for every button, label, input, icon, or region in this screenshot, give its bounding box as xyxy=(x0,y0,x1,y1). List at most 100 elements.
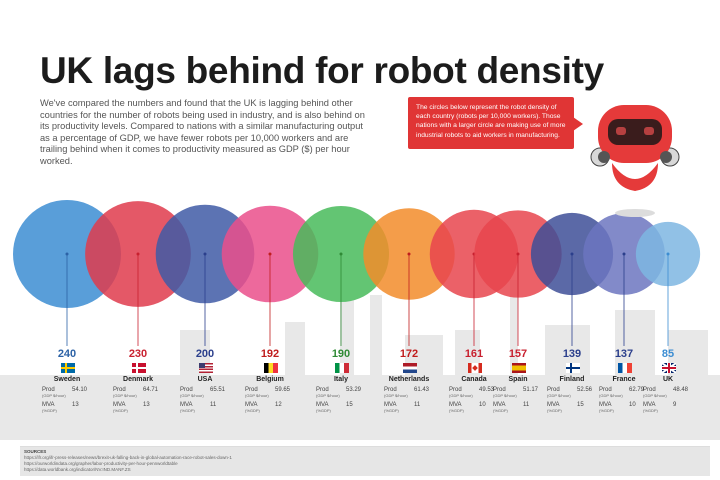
mva-sublabel: (%GDP) xyxy=(493,408,508,413)
mva-stat: MVA (%GDP) 9 xyxy=(643,402,693,415)
robot-density-value: 139 xyxy=(562,348,582,360)
prod-stat: Prod (GDP $/hour) 52.56 xyxy=(547,387,597,400)
canada-flag-icon xyxy=(468,363,482,373)
chimney xyxy=(285,322,305,382)
mva-value: 13 xyxy=(143,402,150,408)
chimney xyxy=(510,280,518,380)
prod-label: Prod xyxy=(316,387,329,393)
robot-density-value: 192 xyxy=(260,348,280,360)
bubble-layer xyxy=(13,200,701,346)
mva-sublabel: (%GDP) xyxy=(384,408,399,413)
mva-value: 12 xyxy=(275,402,282,408)
mva-label: MVA xyxy=(42,402,55,408)
prod-sublabel: (GDP $/hour) xyxy=(180,393,204,398)
prod-value: 48.48 xyxy=(673,387,689,393)
prod-label: Prod xyxy=(245,387,258,393)
chimney xyxy=(340,300,354,380)
prod-sublabel: (GDP $/hour) xyxy=(42,393,66,398)
prod-value: 62.79 xyxy=(629,387,645,393)
spain-flag-icon xyxy=(512,363,526,373)
prod-value: 53.29 xyxy=(346,387,362,393)
country-name: France xyxy=(612,376,636,383)
prod-label: Prod xyxy=(449,387,462,393)
prod-stat: Prod (GDP $/hour) 61.43 xyxy=(384,387,434,400)
denmark-flag-icon xyxy=(132,363,146,373)
country-column: 137 France Prod (GDP $/hour) 62.79 MVA (%GDP) 1… xyxy=(599,348,679,415)
robot-density-value: 85 xyxy=(661,348,675,360)
country-name: Denmark xyxy=(123,376,153,383)
mva-sublabel: (%GDP) xyxy=(42,408,57,413)
robot-density-value: 190 xyxy=(331,348,351,360)
robot-density-value: 172 xyxy=(399,348,419,360)
country-name: Sweden xyxy=(53,376,81,383)
mva-stat: MVA (%GDP) 15 xyxy=(547,402,597,415)
country-name: Italy xyxy=(333,376,348,383)
source-link[interactable]: https://data.worldbank.org/indicator/NV.… xyxy=(24,467,131,472)
bubble-center-dot xyxy=(268,252,272,256)
prod-label: Prod xyxy=(42,387,55,393)
prod-stat: Prod (GDP $/hour) 59.65 xyxy=(245,387,295,400)
country-labels: 240 Sweden Prod (GDP $/hour) 54.10 MVA (%GDP) 1… xyxy=(0,348,720,438)
mva-label: MVA xyxy=(180,402,193,408)
prod-stat: Prod (GDP $/hour) 48.48 xyxy=(643,387,693,400)
bubble-center-dot xyxy=(339,252,343,256)
france-flag-icon xyxy=(618,363,632,373)
country-name: Belgium xyxy=(256,376,284,383)
sources-footer: SOURCES https://ifr.org/ifr-press-releas… xyxy=(20,446,710,476)
country-column: 139 Finland Prod (GDP $/hour) 52.56 MVA (%GDP)… xyxy=(547,348,627,415)
prod-label: Prod xyxy=(643,387,656,393)
prod-label: Prod xyxy=(599,387,612,393)
prod-label: Prod xyxy=(180,387,193,393)
bubble-center-dot xyxy=(516,252,520,256)
prod-stat: Prod (GDP $/hour) 53.29 xyxy=(316,387,366,400)
prod-stat: Prod (GDP $/hour) 64.71 xyxy=(113,387,163,400)
robot-density-value: 200 xyxy=(195,348,215,360)
prod-sublabel: (GDP $/hour) xyxy=(316,393,340,398)
chimney xyxy=(370,295,382,380)
mva-stat: MVA (%GDP) 11 xyxy=(493,402,543,415)
bubble-center-dot xyxy=(203,252,207,256)
mva-stat: MVA (%GDP) 10 xyxy=(599,402,649,415)
prod-stat: Prod (GDP $/hour) 51.17 xyxy=(493,387,543,400)
mva-sublabel: (%GDP) xyxy=(599,408,614,413)
prod-sublabel: (GDP $/hour) xyxy=(643,393,667,398)
country-column: 172 Netherlands Prod (GDP $/hour) 61.43 MVA (%… xyxy=(384,348,464,415)
mva-value: 10 xyxy=(629,402,636,408)
mva-label: MVA xyxy=(547,402,560,408)
prod-label: Prod xyxy=(547,387,560,393)
uk-flag-icon xyxy=(662,363,676,373)
italy-flag-icon xyxy=(335,363,349,373)
country-column: 85 UK Prod (GDP $/hour) 48.48 MVA (%GDP) 9 xyxy=(643,348,720,415)
mva-sublabel: (%GDP) xyxy=(316,408,331,413)
prod-value: 51.17 xyxy=(523,387,539,393)
bubble-center-dot xyxy=(136,252,140,256)
bubble-center-dot xyxy=(622,252,626,256)
prod-stat: Prod (GDP $/hour) 62.79 xyxy=(599,387,649,400)
country-column: 200 USA Prod (GDP $/hour) 65.51 MVA (%GDP) 11 xyxy=(180,348,260,415)
mva-sublabel: (%GDP) xyxy=(643,408,658,413)
bubble-center-dot xyxy=(65,252,69,256)
prod-sublabel: (GDP $/hour) xyxy=(113,393,137,398)
mva-value: 13 xyxy=(72,402,79,408)
country-column: 157 Spain Prod (GDP $/hour) 51.17 MVA (%GDP) 11 xyxy=(493,348,573,415)
mva-stat: MVA (%GDP) 11 xyxy=(180,402,230,415)
sweden-flag-icon xyxy=(61,363,75,373)
mva-label: MVA xyxy=(449,402,462,408)
mva-label: MVA xyxy=(316,402,329,408)
source-link[interactable]: https://ifr.org/ifr-press-releases/news/… xyxy=(24,455,232,460)
factory-silhouette xyxy=(0,280,720,440)
factory-base xyxy=(0,375,720,440)
bubble-center-dot xyxy=(407,252,411,256)
mva-value: 15 xyxy=(346,402,353,408)
country-column: 161 Canada Prod (GDP $/hour) 49.53 MVA (%GDP) 1… xyxy=(449,348,529,415)
prod-value: 64.71 xyxy=(143,387,159,393)
country-column: 190 Italy Prod (GDP $/hour) 53.29 MVA (%GDP) 15 xyxy=(316,348,396,415)
mva-stat: MVA (%GDP) 10 xyxy=(449,402,499,415)
prod-label: Prod xyxy=(384,387,397,393)
source-link[interactable]: https://ourworldindata.org/grapher/labor… xyxy=(24,461,178,466)
country-name: USA xyxy=(197,376,213,383)
callout-box: The circles below represent the robot de… xyxy=(408,97,583,149)
robot-density-value: 240 xyxy=(57,348,77,360)
robot-density-value: 137 xyxy=(614,348,634,360)
